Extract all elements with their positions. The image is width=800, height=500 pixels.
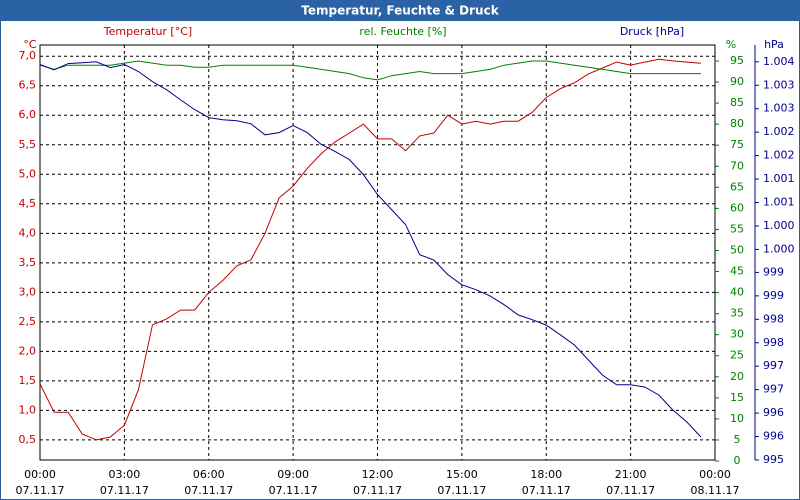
y3-tick-label: 1.004: [763, 55, 795, 68]
y-tick-label: 3,5: [19, 256, 37, 269]
x-tick-date: 07.11.17: [606, 484, 655, 497]
legend-label: Temperatur [°C]: [103, 25, 192, 38]
y2-tick-label: 95: [730, 54, 744, 67]
x-tick-label: 21:00: [615, 468, 647, 481]
y2-tick-label: 5: [734, 433, 741, 446]
y3-tick-label: 1.002: [763, 125, 795, 138]
y2-tick-label: 10: [730, 412, 744, 425]
y2-tick-label: 60: [730, 201, 744, 214]
x-tick-label: 00:00: [699, 468, 731, 481]
x-tick-label: 06:00: [193, 468, 225, 481]
y2-tick-label: 35: [730, 307, 744, 320]
y3-tick-label: 998: [763, 336, 784, 349]
y2-tick-label: 80: [730, 117, 744, 130]
y-tick-label: 2,5: [19, 315, 37, 328]
y2-tick-label: 30: [730, 328, 744, 341]
x-tick-date: 07.11.17: [522, 484, 571, 497]
legend-label: Druck [hPa]: [620, 25, 684, 38]
y2-axis-unit: %: [726, 38, 736, 51]
y3-tick-label: 1.003: [763, 78, 795, 91]
series-line: [39, 60, 701, 81]
y2-tick-label: 55: [730, 222, 744, 235]
y2-tick-label: 90: [730, 75, 744, 88]
y-tick-label: 2,0: [19, 344, 37, 357]
x-tick-label: 12:00: [362, 468, 394, 481]
y-axis-unit: °C: [23, 38, 37, 51]
y-tick-label: 1,0: [19, 403, 37, 416]
x-tick-label: 09:00: [277, 468, 309, 481]
y-tick-label: 5,0: [19, 167, 37, 180]
y2-tick-label: 65: [730, 180, 744, 193]
y3-tick-label: 999: [763, 265, 784, 278]
y3-tick-label: 996: [763, 430, 784, 443]
y3-tick-label: 1.003: [763, 102, 795, 115]
x-tick-label: 18:00: [530, 468, 562, 481]
y3-tick-label: 1.001: [763, 196, 795, 209]
title-bar: [0, 0, 800, 21]
series-line: [39, 61, 702, 438]
y3-tick-label: 996: [763, 406, 784, 419]
y3-tick-label: 997: [763, 383, 784, 396]
x-tick-date: 08.11.17: [691, 484, 740, 497]
y3-tick-label: 1.000: [763, 242, 795, 255]
x-tick-label: 15:00: [446, 468, 478, 481]
x-tick-label: 00:00: [24, 468, 56, 481]
y-tick-label: 4,0: [19, 226, 37, 239]
y-tick-label: 6,5: [19, 79, 37, 92]
y3-axis-unit: hPa: [764, 38, 784, 51]
chart-title: Temperatur, Feuchte & Druck: [301, 4, 499, 18]
y3-tick-label: 999: [763, 289, 784, 302]
y3-tick-label: 1.001: [763, 172, 795, 185]
y2-tick-label: 85: [730, 96, 744, 109]
y2-tick-label: 25: [730, 349, 744, 362]
y-tick-label: 0,5: [19, 433, 37, 446]
x-tick-date: 07.11.17: [16, 484, 65, 497]
y3-tick-label: 1.002: [763, 149, 795, 162]
y-tick-label: 1,5: [19, 374, 37, 387]
x-tick-date: 07.11.17: [353, 484, 402, 497]
y3-tick-label: 997: [763, 359, 784, 372]
y-tick-label: 6,0: [19, 108, 37, 121]
y2-tick-label: 70: [730, 159, 744, 172]
y-tick-label: 7,0: [19, 49, 37, 62]
y3-tick-label: 998: [763, 312, 784, 325]
x-tick-date: 07.11.17: [184, 484, 233, 497]
y3-tick-label: 1.000: [763, 219, 795, 232]
y2-tick-label: 50: [730, 243, 744, 256]
legend-label: rel. Feuchte [%]: [359, 25, 446, 38]
y2-tick-label: 20: [730, 370, 744, 383]
x-tick-date: 07.11.17: [269, 484, 318, 497]
series-line: [39, 58, 701, 441]
x-tick-date: 07.11.17: [100, 484, 149, 497]
y2-tick-label: 75: [730, 138, 744, 151]
y2-tick-label: 0: [734, 454, 741, 467]
y-tick-label: 4,5: [19, 197, 37, 210]
y2-tick-label: 15: [730, 391, 744, 404]
x-tick-label: 03:00: [109, 468, 141, 481]
y3-tick-label: 995: [763, 453, 784, 466]
y-tick-label: 5,5: [19, 138, 37, 151]
y-tick-label: 3,0: [19, 285, 37, 298]
y2-tick-label: 45: [730, 265, 744, 278]
x-tick-date: 07.11.17: [437, 484, 486, 497]
y2-tick-label: 40: [730, 286, 744, 299]
